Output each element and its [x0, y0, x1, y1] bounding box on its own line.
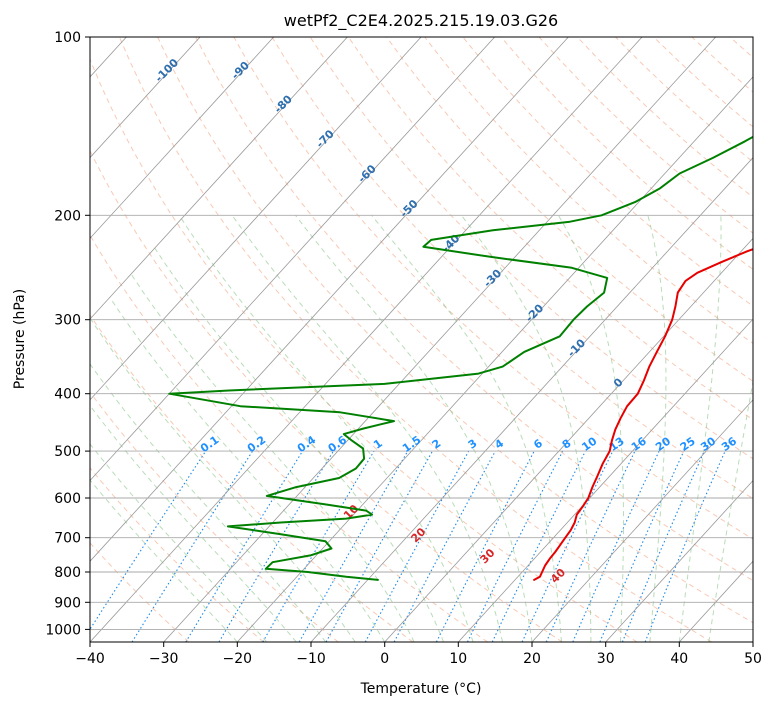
y-tick-label: 1000 [45, 622, 81, 638]
moist-adiabat [90, 404, 297, 642]
isotherm-line [90, 37, 348, 320]
chart-title: wetPf2_C2E4.2025.215.19.03.G26 [284, 11, 558, 31]
isotherm-line [384, 237, 753, 642]
dry-adiabat [90, 467, 264, 642]
isotherm-line [163, 37, 716, 642]
isotherm-line [458, 318, 753, 642]
moist-adiabat [90, 443, 268, 642]
moist-adiabat [647, 215, 667, 642]
mixing-ratio-line [185, 450, 304, 642]
isotherm-line [310, 157, 753, 642]
y-tick-label: 900 [54, 595, 81, 611]
moist-adiabat [461, 214, 592, 642]
isotherm-line [90, 37, 422, 401]
mixing-ratio-line [90, 450, 207, 631]
y-tick-label: 600 [54, 491, 81, 507]
temperature-profile [533, 248, 753, 581]
isotherm-line [605, 479, 753, 642]
x-tick-label: −40 [75, 651, 105, 667]
isotherm-line [90, 37, 495, 482]
dry-adiabat [347, 37, 753, 421]
mixing-ratio-line [621, 450, 705, 642]
x-tick-label: 0 [380, 651, 389, 667]
moist-adiabat [90, 317, 356, 642]
moist-adiabat [371, 214, 562, 642]
isotherm-line [90, 37, 201, 159]
x-tick-label: −20 [223, 651, 253, 667]
profile-lines [168, 135, 753, 581]
moist-adiabat [295, 214, 533, 642]
plot-area [90, 37, 753, 642]
x-tick-label: 30 [597, 651, 615, 667]
moist-adiabat [90, 363, 327, 642]
y-tick-label: 800 [54, 565, 81, 581]
mixing-ratio-line [325, 450, 433, 642]
x-tick-label: 20 [523, 651, 541, 667]
moist-adiabat [708, 378, 753, 642]
isotherm-line [237, 76, 753, 642]
mixing-ratio-line [572, 450, 660, 642]
isotherm-line [531, 399, 753, 642]
y-tick-label: 400 [54, 387, 81, 403]
moist-adiabat [678, 215, 722, 642]
isotherm-line [90, 37, 643, 642]
isotherm-line [90, 37, 569, 562]
mixing-ratio-line [467, 450, 564, 642]
dry-adiabat [386, 37, 753, 382]
plot-frame [89, 36, 754, 643]
x-tick-label: 40 [670, 651, 688, 667]
dewpoint-profile [168, 135, 753, 581]
moist-adiabat [90, 479, 238, 642]
y-tick-label: 700 [54, 531, 81, 547]
dry-adiabat [271, 37, 753, 500]
mixing-ratio-line [131, 450, 254, 642]
x-tick-label: 10 [449, 651, 467, 667]
y-tick-label: 200 [54, 208, 81, 224]
mixing-ratio-line [393, 450, 496, 642]
x-tick-label: 50 [744, 651, 762, 667]
x-axis-label: Temperature (°C) [360, 681, 482, 697]
mixing-ratio-line [599, 450, 685, 642]
moist-adiabat [557, 215, 624, 642]
grid-lines [90, 37, 753, 642]
dry-adiabat [195, 37, 753, 582]
x-axis: −40 −30 −20 −10 0 10 20 30 40 50 [75, 642, 762, 667]
dry-adiabat [157, 37, 753, 624]
moist-adiabat [231, 215, 503, 642]
x-tick-label: −10 [296, 651, 326, 667]
dry-adiabat [462, 37, 753, 307]
mixing-ratio-line [364, 450, 470, 642]
moist-adiabat [178, 215, 474, 642]
y-tick-label: 100 [54, 30, 81, 46]
dry-adiabat [90, 149, 563, 642]
y-axis: 100 200 300 400 500 600 700 800 900 1000 [45, 30, 90, 638]
y-tick-label: 500 [54, 444, 81, 460]
x-tick-label: −30 [149, 651, 179, 667]
isotherm-line [90, 37, 274, 239]
y-axis-label: Pressure (hPa) [12, 289, 28, 389]
y-tick-label: 300 [54, 313, 81, 329]
